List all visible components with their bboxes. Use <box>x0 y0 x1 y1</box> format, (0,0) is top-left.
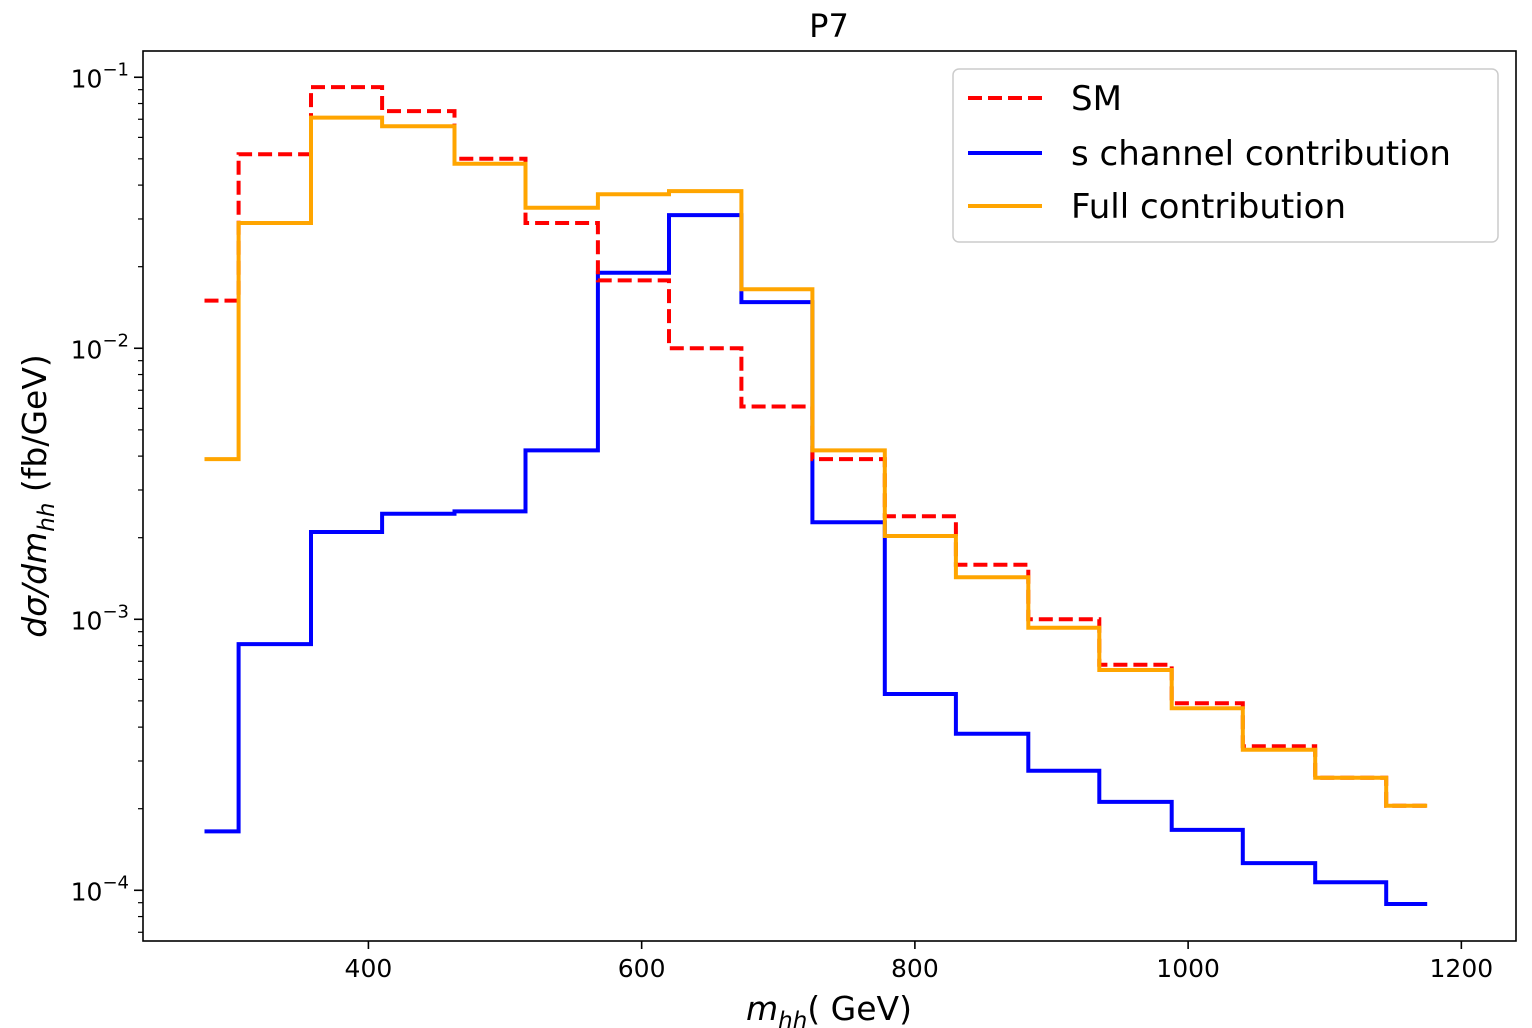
legend-label-s-channel: s channel contribution <box>1071 134 1451 174</box>
x-tick-label: 1000 <box>1156 954 1220 983</box>
x-tick-label: 600 <box>618 954 666 983</box>
y-tick-label: 10−4 <box>71 872 129 906</box>
plot-frame <box>142 50 1517 942</box>
legend-box <box>952 68 1499 243</box>
series-line-full-contribution <box>204 115 1428 808</box>
x-axis-label: mhh( GeV) <box>746 989 912 1028</box>
y-axis-ticks: 10−1 10−2 10−3 10−4 <box>71 59 143 933</box>
x-tick-label: 1200 <box>1430 954 1494 983</box>
y-axis-label: dσ/dmhh (fb/GeV) <box>15 354 60 638</box>
legend-label-full: Full contribution <box>1071 187 1346 227</box>
chart-title: P7 <box>809 7 849 45</box>
y-tick-label: 10−3 <box>71 601 129 635</box>
y-tick-label: 10−2 <box>71 330 129 364</box>
y-tick-label: 10−1 <box>71 59 129 93</box>
legend: SM s channel contribution Full contribut… <box>952 68 1499 243</box>
x-axis-ticks: 400 600 800 1000 1200 <box>345 941 1494 983</box>
legend-label-sm: SM <box>1071 79 1122 119</box>
x-tick-label: 400 <box>345 954 393 983</box>
series-layer <box>204 85 1428 906</box>
x-tick-label: 800 <box>891 954 939 983</box>
series-line-s-channel-contribution <box>204 213 1428 906</box>
